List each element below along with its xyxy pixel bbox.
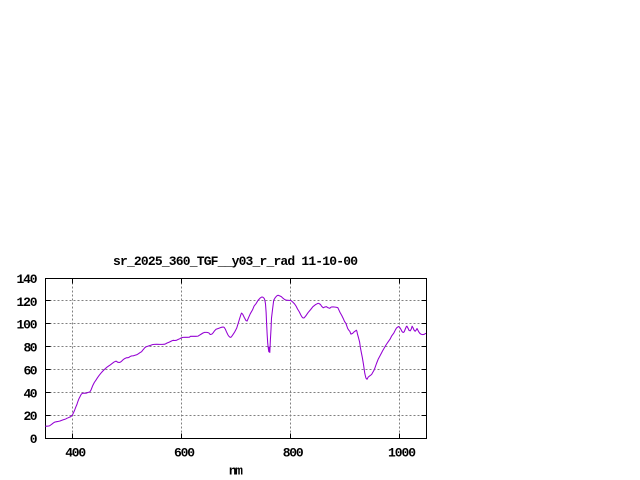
svg-text:120: 120 xyxy=(17,295,38,310)
svg-text:nm: nm xyxy=(229,464,243,479)
svg-text:600: 600 xyxy=(174,445,195,460)
svg-text:20: 20 xyxy=(24,409,38,424)
svg-text:800: 800 xyxy=(283,445,304,460)
svg-text:40: 40 xyxy=(24,386,38,401)
svg-text:400: 400 xyxy=(65,445,86,460)
svg-text:1000: 1000 xyxy=(388,445,416,460)
svg-text:100: 100 xyxy=(17,318,38,333)
svg-text:sr_2025_360_TGF__y03_r_rad 11-: sr_2025_360_TGF__y03_r_rad 11-10-00 xyxy=(113,254,358,269)
svg-text:60: 60 xyxy=(24,363,38,378)
svg-text:80: 80 xyxy=(24,341,38,356)
svg-text:0: 0 xyxy=(30,432,38,447)
svg-text:140: 140 xyxy=(17,272,38,287)
